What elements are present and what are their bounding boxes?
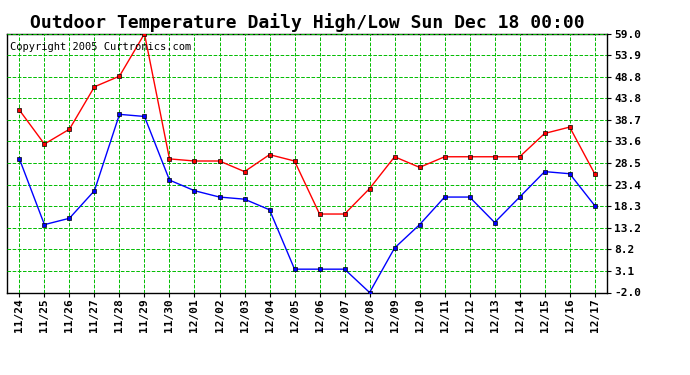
Title: Outdoor Temperature Daily High/Low Sun Dec 18 00:00: Outdoor Temperature Daily High/Low Sun D… bbox=[30, 13, 584, 32]
Text: Copyright 2005 Curtronics.com: Copyright 2005 Curtronics.com bbox=[10, 42, 191, 51]
